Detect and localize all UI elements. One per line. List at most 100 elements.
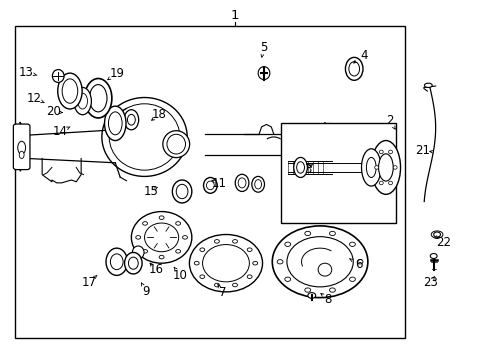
Ellipse shape [175,222,180,225]
Text: 10: 10 [172,269,187,282]
Ellipse shape [144,223,178,252]
Text: 7: 7 [218,287,226,300]
Ellipse shape [232,283,237,287]
Ellipse shape [203,177,217,193]
Ellipse shape [200,248,204,252]
Text: 17: 17 [82,276,97,289]
Text: 8: 8 [324,293,331,306]
Ellipse shape [124,252,142,274]
Text: 22: 22 [435,236,450,249]
Ellipse shape [206,181,214,190]
Bar [281,123,395,223]
Text: 20: 20 [46,105,61,118]
Ellipse shape [74,87,91,115]
Ellipse shape [433,232,440,237]
Ellipse shape [277,260,283,264]
Ellipse shape [62,79,78,103]
Ellipse shape [214,283,219,287]
Ellipse shape [247,275,251,279]
Ellipse shape [388,150,392,154]
Ellipse shape [330,129,352,159]
Ellipse shape [214,239,219,243]
Ellipse shape [200,275,204,279]
Ellipse shape [329,231,335,235]
Ellipse shape [176,184,187,199]
Ellipse shape [304,288,310,292]
Ellipse shape [429,253,436,258]
Text: 18: 18 [151,108,166,121]
Ellipse shape [361,149,380,186]
Text: 1: 1 [230,9,239,22]
Ellipse shape [296,162,304,173]
Text: 15: 15 [143,185,158,198]
Ellipse shape [108,112,122,135]
Text: 16: 16 [148,263,163,276]
Ellipse shape [52,69,64,82]
Ellipse shape [304,231,310,235]
Ellipse shape [348,62,359,76]
Ellipse shape [370,140,400,194]
Ellipse shape [378,154,392,181]
Ellipse shape [252,261,257,265]
Text: 11: 11 [211,177,226,190]
Ellipse shape [102,98,187,176]
Ellipse shape [194,261,199,265]
Text: 14: 14 [53,125,67,138]
Ellipse shape [232,239,237,243]
Text: 4: 4 [360,49,367,62]
Ellipse shape [84,78,112,118]
Ellipse shape [182,235,187,239]
Ellipse shape [142,222,147,225]
Ellipse shape [366,157,375,177]
Bar [15,26,405,338]
Ellipse shape [235,174,248,192]
Text: 6: 6 [355,258,362,271]
Ellipse shape [334,134,348,154]
Ellipse shape [159,216,163,220]
Ellipse shape [175,249,180,253]
Text: 19: 19 [109,67,124,80]
Ellipse shape [19,151,24,158]
Ellipse shape [238,178,245,188]
Ellipse shape [104,106,126,140]
Text: 12: 12 [26,92,41,105]
Ellipse shape [392,166,396,169]
Ellipse shape [78,93,87,109]
Ellipse shape [345,57,362,80]
Ellipse shape [293,157,307,177]
Text: 2: 2 [385,114,393,127]
Text: 21: 21 [414,144,429,157]
Ellipse shape [132,246,144,259]
Ellipse shape [424,83,431,87]
Ellipse shape [254,180,261,189]
Ellipse shape [307,293,315,298]
Text: 13: 13 [19,66,33,79]
Text: 3: 3 [304,163,311,176]
Text: 9: 9 [142,285,149,298]
Ellipse shape [58,73,82,109]
Ellipse shape [258,67,269,80]
Ellipse shape [110,254,123,270]
Ellipse shape [89,85,107,112]
Polygon shape [20,123,27,171]
Ellipse shape [106,248,127,275]
Ellipse shape [127,114,135,125]
Ellipse shape [159,255,163,259]
Ellipse shape [131,212,191,263]
Ellipse shape [374,166,378,169]
Ellipse shape [124,110,139,130]
Ellipse shape [142,249,147,253]
Ellipse shape [329,288,335,292]
Ellipse shape [189,234,262,292]
Ellipse shape [136,235,141,239]
Ellipse shape [349,242,355,246]
Ellipse shape [284,277,290,282]
Ellipse shape [379,150,383,154]
Ellipse shape [172,180,191,203]
Text: 23: 23 [423,276,437,289]
Ellipse shape [349,277,355,282]
Ellipse shape [388,181,392,185]
Ellipse shape [128,257,138,269]
Ellipse shape [284,242,290,246]
Ellipse shape [272,226,367,298]
